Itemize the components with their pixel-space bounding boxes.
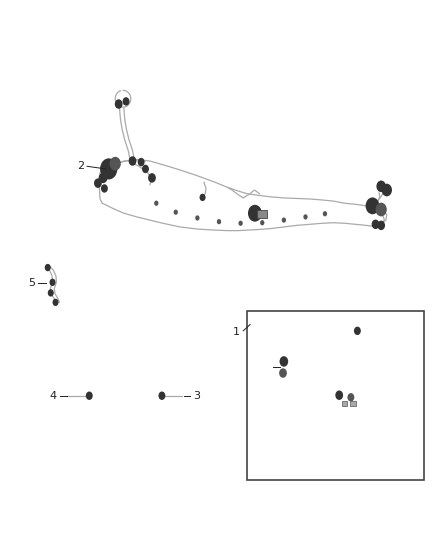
Circle shape xyxy=(94,179,102,188)
FancyBboxPatch shape xyxy=(247,311,424,480)
Circle shape xyxy=(381,184,392,196)
Circle shape xyxy=(336,391,343,400)
Circle shape xyxy=(115,99,123,109)
Text: 6: 6 xyxy=(263,362,270,372)
Circle shape xyxy=(376,181,386,192)
Circle shape xyxy=(217,219,221,224)
Circle shape xyxy=(304,214,307,220)
Text: 1: 1 xyxy=(233,327,240,337)
Circle shape xyxy=(154,200,159,206)
Text: 3: 3 xyxy=(193,391,200,401)
Circle shape xyxy=(238,221,243,226)
Text: 2: 2 xyxy=(77,161,84,171)
Circle shape xyxy=(101,184,108,192)
Circle shape xyxy=(123,97,130,106)
Circle shape xyxy=(354,327,361,335)
Circle shape xyxy=(366,197,379,214)
Text: 4: 4 xyxy=(49,391,57,401)
Circle shape xyxy=(260,220,265,225)
Circle shape xyxy=(375,203,387,216)
Text: 5: 5 xyxy=(28,278,35,288)
Circle shape xyxy=(99,173,107,183)
Circle shape xyxy=(86,392,93,400)
Circle shape xyxy=(372,220,379,229)
Bar xyxy=(350,401,356,406)
Circle shape xyxy=(45,264,51,271)
Circle shape xyxy=(200,193,205,201)
Circle shape xyxy=(173,209,178,215)
Circle shape xyxy=(279,356,288,367)
Circle shape xyxy=(142,165,149,173)
Circle shape xyxy=(282,217,286,223)
Circle shape xyxy=(347,393,354,401)
Circle shape xyxy=(53,298,59,306)
Bar xyxy=(342,401,347,406)
Circle shape xyxy=(129,156,136,166)
Circle shape xyxy=(49,279,56,286)
Circle shape xyxy=(279,368,287,378)
Bar xyxy=(258,209,267,218)
Circle shape xyxy=(377,221,385,230)
Circle shape xyxy=(100,158,117,180)
Circle shape xyxy=(323,211,327,216)
Circle shape xyxy=(110,157,121,171)
Circle shape xyxy=(248,205,262,222)
Circle shape xyxy=(48,289,54,296)
Circle shape xyxy=(148,173,156,183)
Circle shape xyxy=(138,158,145,166)
Circle shape xyxy=(195,215,200,221)
Circle shape xyxy=(159,392,166,400)
